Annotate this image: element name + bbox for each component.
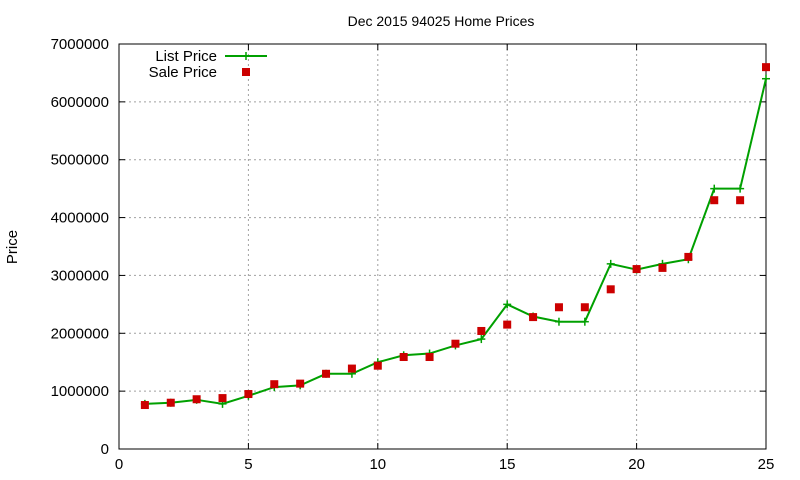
list-price-point	[580, 317, 589, 326]
grid	[119, 44, 766, 449]
sale-price-point	[322, 369, 331, 378]
plot-border	[118, 43, 767, 450]
legend-plus-swatch	[242, 52, 250, 60]
x-tick-label: 15	[499, 456, 516, 473]
list-price-line	[144, 78, 767, 405]
sale-price-point	[632, 265, 641, 274]
sale-price-point	[166, 398, 175, 407]
x-tick-label: 25	[758, 456, 775, 473]
sale-price-point	[580, 303, 589, 312]
list-price-point	[736, 184, 745, 193]
sale-price-point	[296, 379, 305, 388]
y-axis-label: Price	[4, 230, 21, 264]
list-price-point	[554, 317, 563, 326]
chart-title: Dec 2015 94025 Home Prices	[348, 13, 535, 29]
sale-price-point	[554, 303, 563, 312]
x-tick-label: 10	[369, 456, 386, 473]
sale-price-point	[244, 390, 253, 399]
y-tick-label: 3000000	[51, 267, 109, 284]
list-price-point	[606, 259, 615, 268]
sale-price-point	[658, 263, 667, 272]
sale-price-point	[425, 353, 434, 362]
x-tick-label: 0	[115, 456, 123, 473]
sale-price-point	[347, 364, 356, 373]
y-tick-label: 1000000	[51, 383, 109, 400]
x-tick-label: 5	[244, 456, 252, 473]
sale-price-point	[710, 196, 719, 205]
y-tick-label: 5000000	[51, 152, 109, 169]
list-price-point	[762, 74, 770, 83]
legend-label: List Price	[155, 48, 217, 65]
sale-price-point	[477, 326, 486, 335]
tick-labels: 0 5 10 15 20 25 0 1000000 2000000 3000000 4000000 5…	[51, 36, 775, 473]
sale-price-point	[399, 353, 408, 362]
y-tick-label: 0	[101, 441, 109, 458]
sale-price-point	[373, 361, 382, 370]
legend-label: Sale Price	[149, 64, 217, 81]
series-layer	[140, 63, 770, 410]
list-price-point	[503, 300, 512, 309]
axes	[118, 43, 767, 450]
y-tick-label: 6000000	[51, 94, 109, 111]
sale-price-point	[762, 63, 770, 72]
sale-price-point	[218, 394, 227, 403]
sale-price-point	[270, 380, 279, 389]
y-tick-label: 4000000	[51, 210, 109, 227]
y-tick-label: 7000000	[51, 36, 109, 53]
list-price-point	[710, 184, 719, 193]
y-tick-label: 2000000	[51, 325, 109, 342]
legend-square-swatch	[242, 68, 250, 76]
list-price-point	[477, 335, 486, 344]
sale-price-point	[736, 196, 745, 205]
sale-price-point	[140, 401, 149, 410]
sale-price-point	[529, 313, 538, 322]
sale-price-point	[606, 285, 615, 294]
sale-price-point	[684, 252, 693, 261]
sale-price-point	[451, 339, 460, 348]
sale-price-point	[192, 395, 201, 404]
sale-price-point	[503, 320, 512, 329]
x-tick-label: 20	[628, 456, 645, 473]
